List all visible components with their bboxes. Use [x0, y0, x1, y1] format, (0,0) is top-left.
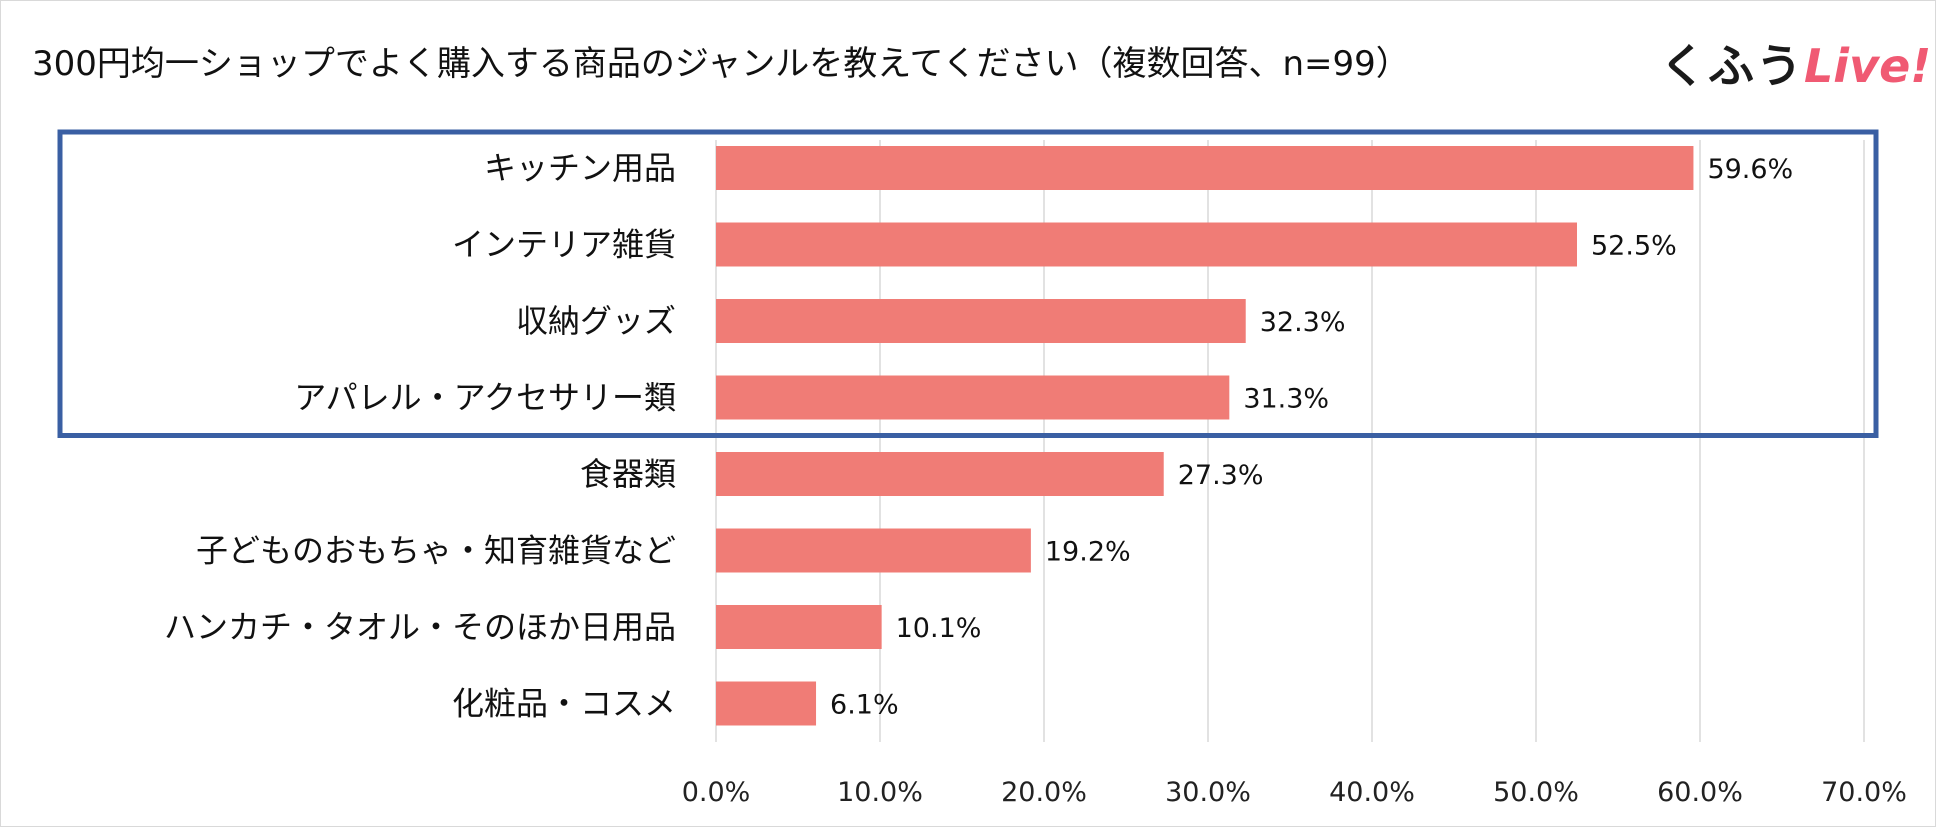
- category-label: ハンカチ・タオル・そのほか日用品: [164, 608, 676, 646]
- kufu-live-logo: くふうLive!: [1660, 30, 1931, 96]
- x-tick-label: 20.0%: [1001, 777, 1087, 808]
- bar: [716, 452, 1164, 496]
- chart-title: 300円均一ショップでよく購入する商品のジャンルを教えてください（複数回答、n=…: [32, 44, 1410, 84]
- bar: [716, 528, 1031, 573]
- value-label: 27.3%: [1178, 460, 1264, 491]
- value-label: 6.1%: [830, 690, 899, 721]
- category-label: インテリア雑貨: [452, 226, 676, 264]
- value-label: 31.3%: [1243, 384, 1329, 415]
- x-axis-ticks: 0.0% 10.0% 20.0% 30.0% 40.0% 50.0% 60.0% 70.0%: [682, 777, 1907, 808]
- value-label: 52.5%: [1591, 231, 1677, 262]
- logo-text-main: くふう: [1660, 39, 1804, 93]
- value-labels: 59.6% 52.5% 32.3% 31.3% 27.3% 19.2% 10.1% 6.1%: [830, 154, 1793, 721]
- highlight-border: [57, 129, 1879, 438]
- x-tick-label: 30.0%: [1165, 777, 1251, 808]
- x-tick-label: 60.0%: [1657, 777, 1743, 808]
- bar: [716, 222, 1577, 267]
- bar: [716, 146, 1694, 190]
- x-tick-label: 10.0%: [837, 777, 923, 808]
- bar: [716, 375, 1230, 420]
- bar: [716, 681, 817, 726]
- category-label: キッチン用品: [484, 149, 676, 187]
- category-labels: キッチン用品インテリア雑貨収納グッズアパレル・アクセサリー類食器類子どものおもち…: [164, 149, 676, 723]
- value-label: 19.2%: [1045, 537, 1131, 568]
- bar: [716, 299, 1246, 343]
- x-tick-label: 0.0%: [682, 777, 751, 808]
- x-tick-label: 70.0%: [1821, 777, 1907, 808]
- x-tick-label: 40.0%: [1329, 777, 1415, 808]
- x-tick-label: 50.0%: [1493, 777, 1579, 808]
- highlight-group: [57, 129, 1879, 438]
- logo-text-accent: Live!: [1804, 39, 1932, 93]
- category-label: 子どものおもちゃ・知育雑貨など: [196, 532, 676, 570]
- value-label: 59.6%: [1707, 154, 1793, 185]
- bars: [716, 146, 1694, 726]
- category-label: 収納グッズ: [516, 302, 676, 340]
- category-label: アパレル・アクセサリー類: [294, 379, 676, 417]
- category-label: 食器類: [580, 455, 676, 493]
- category-label: 化粧品・コスメ: [452, 685, 676, 723]
- value-label: 10.1%: [896, 613, 982, 644]
- value-label: 32.3%: [1260, 307, 1346, 338]
- bar: [716, 605, 882, 649]
